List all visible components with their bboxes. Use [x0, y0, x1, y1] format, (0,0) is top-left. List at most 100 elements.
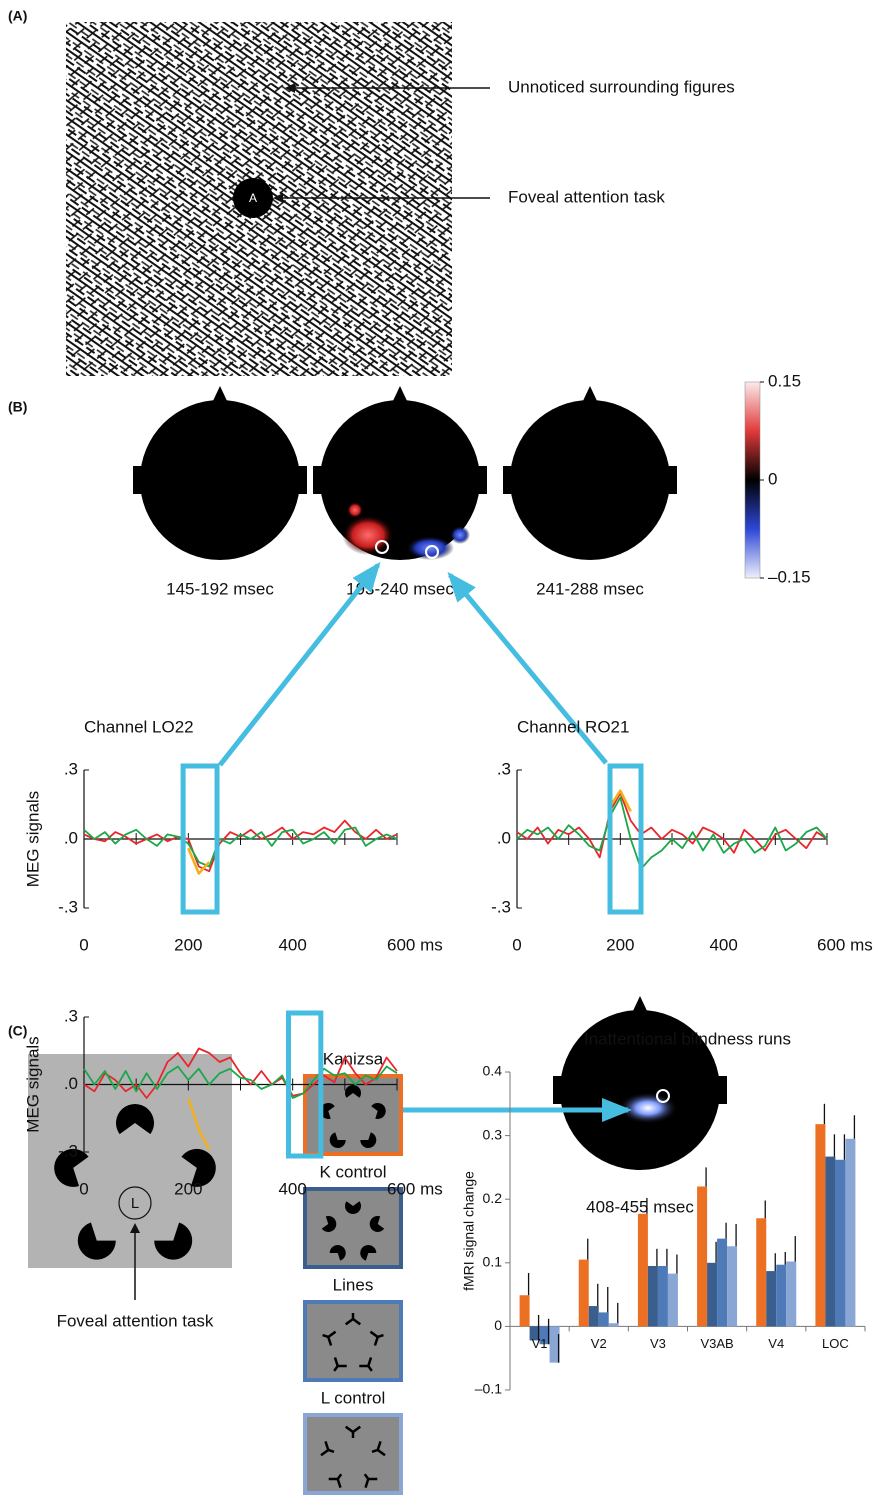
- colorbar-label: 0.15: [768, 371, 801, 390]
- bar: [776, 1264, 787, 1327]
- nose: [212, 386, 228, 403]
- inducer: [364, 1478, 370, 1488]
- x-tick-label: V2: [591, 1336, 607, 1351]
- bar: [845, 1138, 856, 1327]
- legend-swatch: [303, 1413, 403, 1495]
- nose: [392, 386, 408, 403]
- x-tick-label: V1: [532, 1336, 548, 1351]
- series-line: [187, 847, 211, 875]
- x-tick-label: 200: [606, 935, 634, 954]
- head: [560, 1010, 720, 1170]
- bar: [657, 1265, 668, 1327]
- inducer: [360, 1132, 377, 1149]
- y-tick-label: .0: [497, 828, 511, 847]
- inducer: [363, 1473, 370, 1480]
- series-line: [516, 796, 828, 870]
- inducer: [116, 1104, 154, 1135]
- chart-title: Channel RO21: [517, 717, 629, 736]
- y-tick-label: -.3: [58, 1141, 78, 1160]
- y-tick-label: .3: [64, 1006, 78, 1025]
- panel-label: (C): [8, 1023, 27, 1039]
- inducer: [344, 1425, 354, 1434]
- inducer: [336, 1473, 343, 1480]
- highlight-window: [285, 1010, 324, 1159]
- inducer: [345, 1085, 362, 1098]
- chart-title: Channel LO22: [84, 717, 194, 736]
- y-tick-label: .3: [64, 759, 78, 778]
- y-tick-label: -.3: [58, 897, 78, 916]
- y-axis-label: fMRI signal change: [461, 1171, 477, 1291]
- y-tick-label: -.3: [491, 897, 511, 916]
- bar: [598, 1312, 609, 1327]
- bar: [637, 1213, 648, 1327]
- y-tick-label: 0.4: [483, 1063, 503, 1079]
- bar: [539, 1326, 550, 1345]
- inducer: [327, 1330, 337, 1338]
- blob: [618, 1092, 678, 1124]
- bar: [608, 1323, 619, 1327]
- inducer: [371, 1448, 379, 1454]
- channel-marker: [425, 545, 439, 559]
- colorbar-label: –0.15: [768, 567, 811, 586]
- inducer: [369, 1330, 379, 1338]
- chart-title: Inattentional blindness runs: [584, 1029, 791, 1048]
- inducer: [373, 1336, 379, 1346]
- x-tick-label: LOC: [822, 1336, 849, 1351]
- inducer: [333, 1365, 339, 1372]
- inducer: [344, 1317, 354, 1326]
- fixation-disc: [233, 178, 273, 218]
- inducer: [181, 1148, 216, 1187]
- legend-swatch: [303, 1187, 403, 1269]
- bar: [766, 1271, 777, 1327]
- x-tick-label: 200: [174, 935, 202, 954]
- legend-label: K control: [319, 1162, 386, 1181]
- inducer: [367, 1357, 373, 1367]
- bar: [519, 1295, 530, 1327]
- bar: [578, 1259, 589, 1327]
- inducer: [320, 1448, 330, 1457]
- series-line: [83, 1065, 398, 1099]
- inducer: [376, 1448, 386, 1457]
- topomap-label: 408-455 msec: [586, 1197, 694, 1216]
- y-tick-label: .3: [497, 759, 511, 778]
- x-tick-label: 400: [278, 935, 306, 954]
- bar: [835, 1159, 846, 1327]
- x-tick-label: 200: [174, 1179, 202, 1198]
- x-tick-label: 400: [709, 935, 737, 954]
- legend-label: Lines: [333, 1275, 374, 1294]
- blob: [347, 502, 363, 518]
- inducer: [329, 1245, 346, 1261]
- link-arrow: [447, 571, 608, 765]
- bar: [707, 1262, 718, 1327]
- topomap-label: 145-192 msec: [166, 579, 274, 598]
- series-line: [83, 819, 398, 873]
- channel-marker: [656, 1089, 670, 1103]
- nose: [582, 386, 598, 403]
- bar: [727, 1246, 738, 1327]
- bar: [588, 1306, 599, 1327]
- inducer: [327, 1448, 335, 1454]
- legend-label: Kanizsa: [323, 1049, 384, 1068]
- annotation: Foveal attention task: [57, 1311, 214, 1330]
- inducer: [329, 1132, 346, 1149]
- series-line: [187, 1097, 211, 1151]
- blob: [406, 536, 454, 560]
- inducer: [154, 1222, 193, 1260]
- inducer: [360, 1245, 377, 1261]
- series-line: [516, 792, 828, 859]
- y-tick-label: 0.1: [483, 1254, 503, 1270]
- inducer: [367, 1365, 373, 1372]
- y-tick-label: 0: [494, 1317, 502, 1333]
- x-tick-label: V4: [768, 1336, 784, 1351]
- annotation: Unnoticed surrounding figures: [508, 77, 735, 96]
- y-axis-label: MEG signals: [23, 791, 42, 887]
- bar: [697, 1186, 708, 1327]
- head: [510, 400, 670, 560]
- fixation-letter: A: [249, 191, 257, 205]
- x-tick-label: 600 ms: [387, 1179, 443, 1198]
- bar: [756, 1218, 767, 1327]
- bar: [549, 1326, 560, 1363]
- highlight-window: [607, 763, 644, 915]
- colorbar: [744, 381, 761, 579]
